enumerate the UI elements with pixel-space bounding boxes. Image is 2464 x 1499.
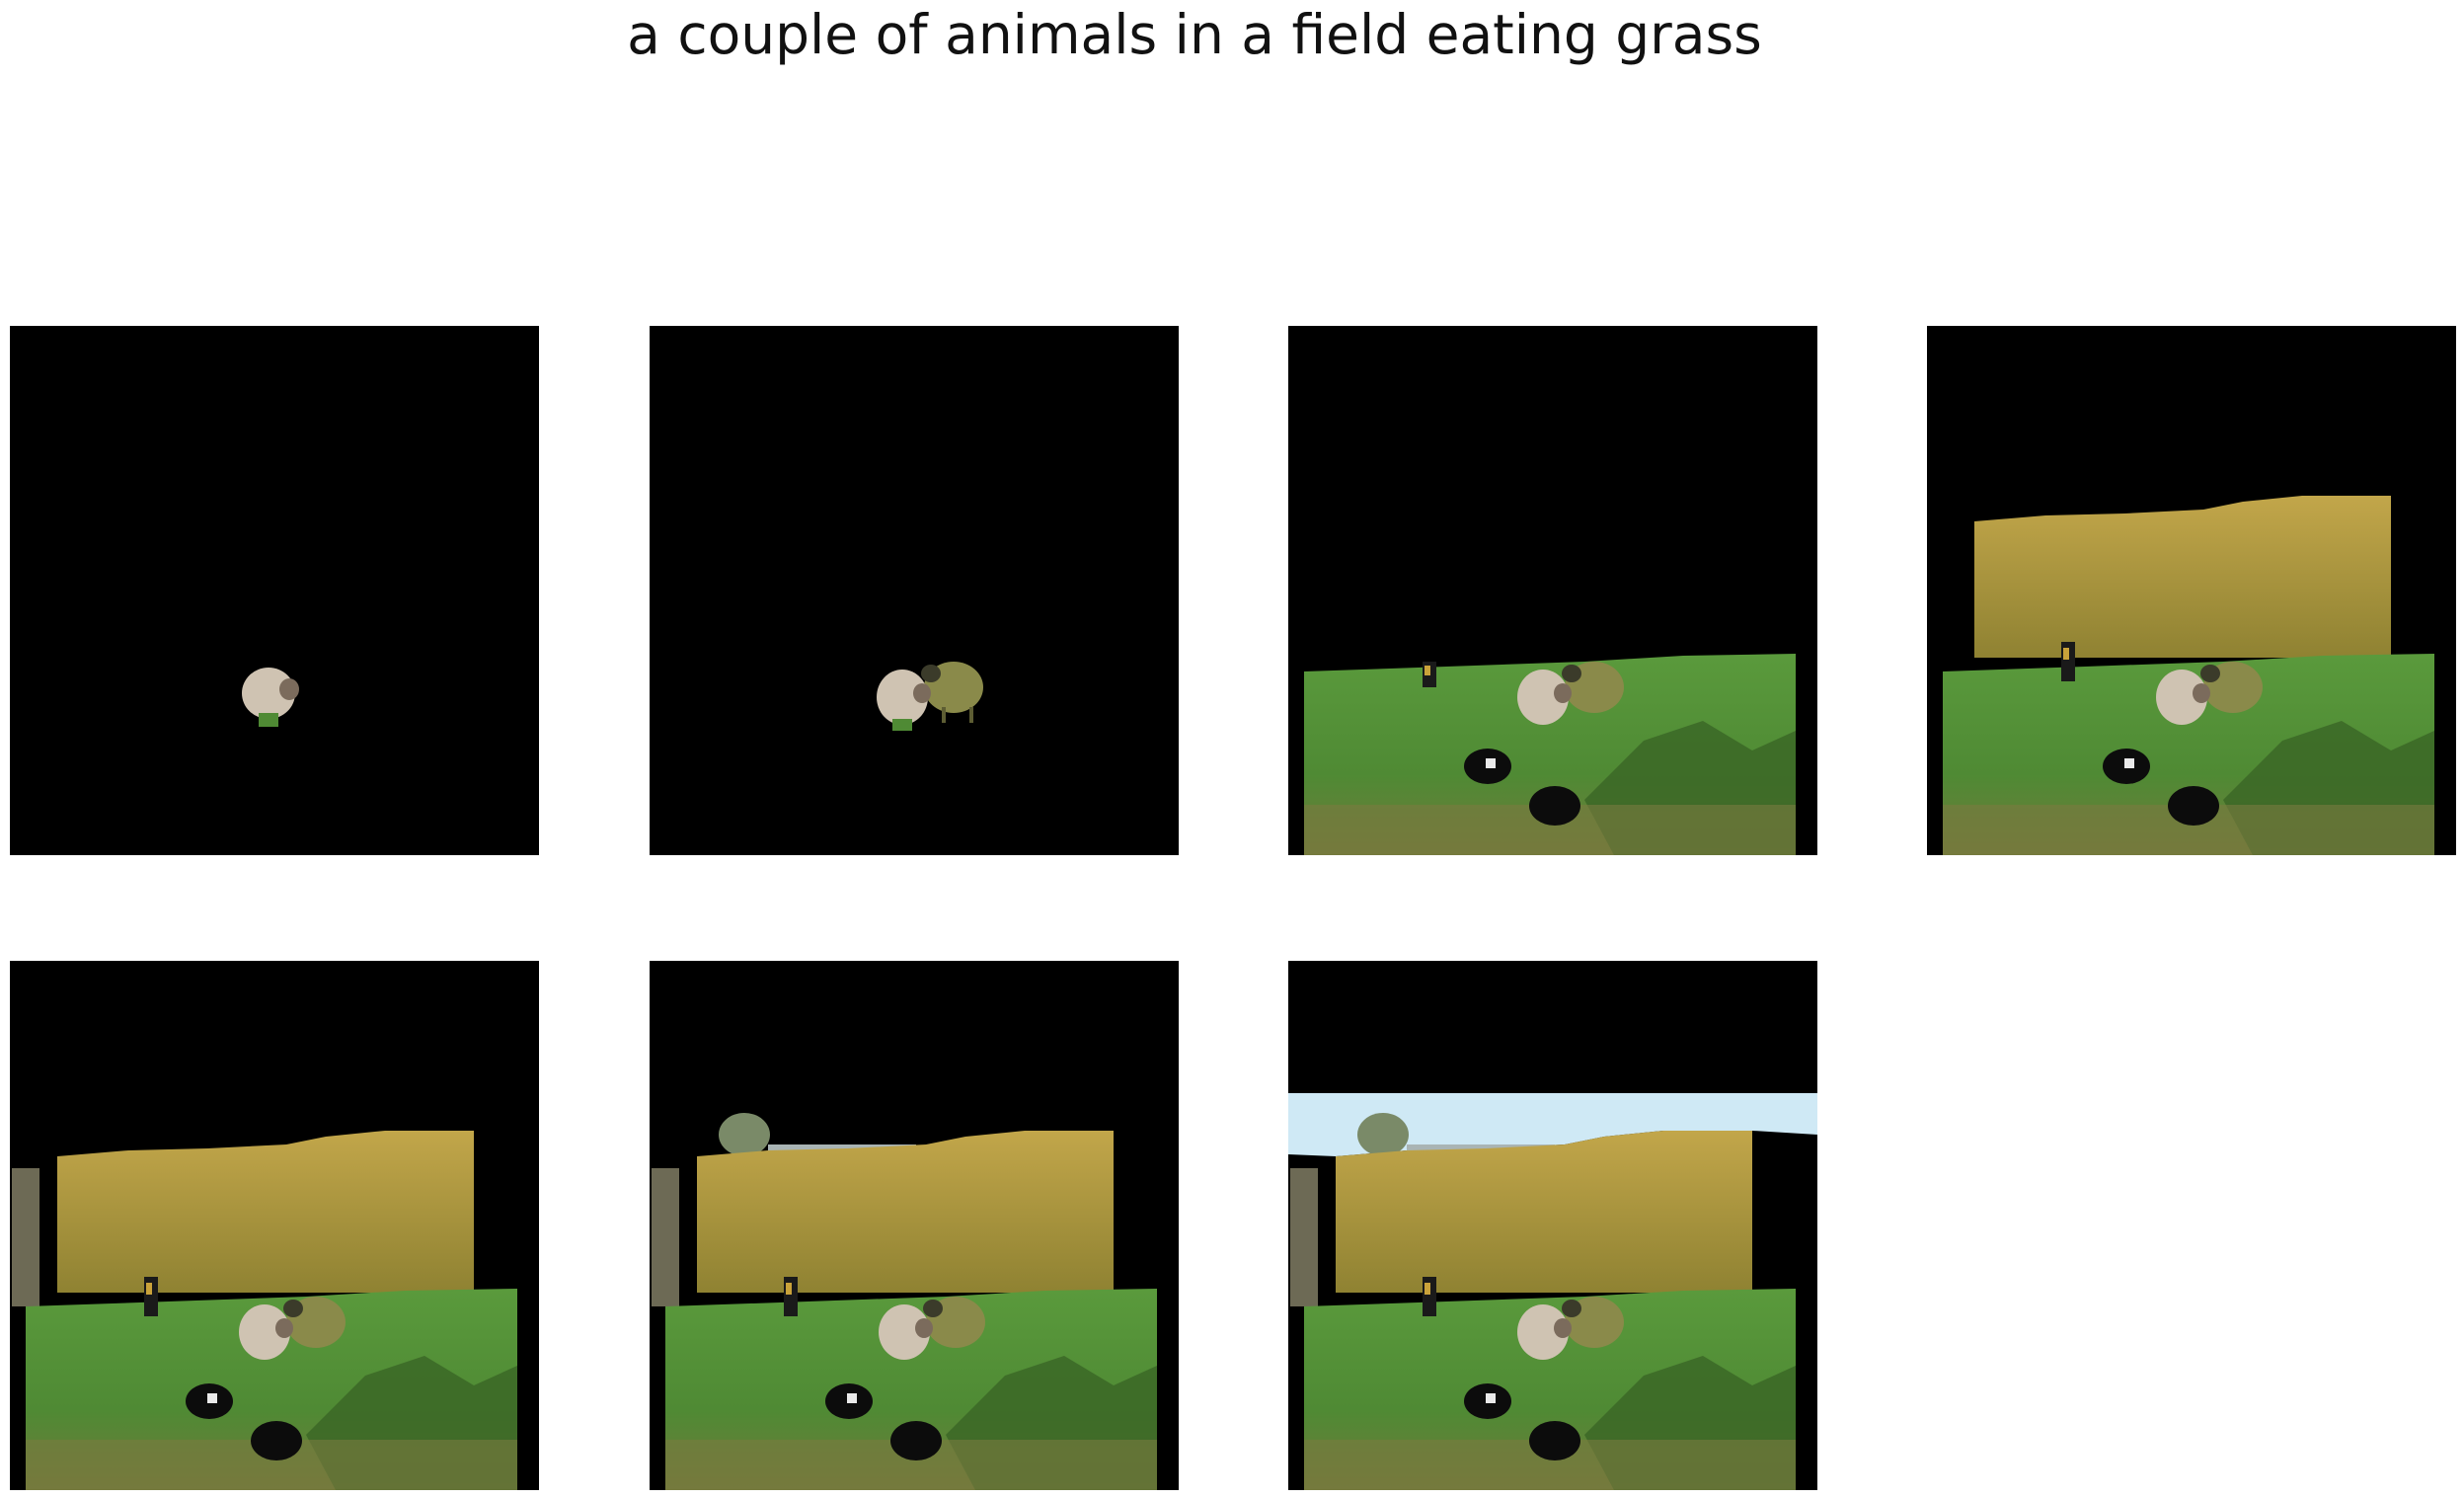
sheep-white-segment xyxy=(242,668,299,727)
bushes-segment xyxy=(697,1131,1114,1293)
lambs-segment xyxy=(2103,749,2219,826)
sheep-white-segment xyxy=(1517,1304,1572,1360)
lambs-segment xyxy=(186,1383,302,1460)
sheep-white-segment xyxy=(879,1304,933,1360)
segmentation-panel-7 xyxy=(1288,961,1817,1490)
sheep-green-segment xyxy=(1562,1297,1624,1348)
segmentation-panel-4 xyxy=(1927,326,2456,855)
segmentation-panel-1 xyxy=(10,326,539,855)
bird-segment xyxy=(1423,662,1436,687)
sheep-white-segment xyxy=(2156,670,2210,725)
panel-2-image xyxy=(650,326,1179,855)
lambs-segment xyxy=(1464,749,1580,826)
bird-segment xyxy=(2061,642,2075,681)
panel-6-image xyxy=(650,961,1179,1490)
bushes-segment xyxy=(57,1131,474,1293)
sky-segment xyxy=(1288,1093,1817,1156)
lambs-segment xyxy=(825,1383,942,1460)
figure-title: a couple of animals in a field eating gr… xyxy=(627,3,1762,66)
lambs-segment xyxy=(1464,1383,1580,1460)
sheep-green-segment xyxy=(921,662,983,723)
post-segment xyxy=(652,1168,679,1306)
sheep-green-segment xyxy=(2200,662,2263,713)
sheep-green-segment xyxy=(923,1297,985,1348)
segmentation-panel-3 xyxy=(1288,326,1817,855)
sheep-white-segment xyxy=(1517,670,1572,725)
sheep-green-segment xyxy=(283,1297,346,1348)
bird-segment xyxy=(1423,1277,1436,1316)
segmentation-panel-2 xyxy=(650,326,1179,855)
bird-segment xyxy=(144,1277,158,1316)
segmentation-panel-6 xyxy=(650,961,1179,1490)
panel-4-image xyxy=(1927,326,2456,855)
bushes-segment xyxy=(1974,496,2391,658)
sheep-green-segment xyxy=(1562,662,1624,713)
panel-3-image xyxy=(1288,326,1817,855)
bird-segment xyxy=(784,1277,798,1316)
sheep-white-segment xyxy=(239,1304,293,1360)
post-segment xyxy=(1290,1168,1318,1306)
panel-5-image xyxy=(10,961,539,1490)
segmentation-panel-5 xyxy=(10,961,539,1490)
sheep-white-segment xyxy=(877,670,931,731)
post-segment xyxy=(12,1168,39,1306)
panel-7-image xyxy=(1288,961,1817,1490)
bushes-segment xyxy=(1336,1131,1752,1293)
panel-1-image xyxy=(10,326,539,855)
